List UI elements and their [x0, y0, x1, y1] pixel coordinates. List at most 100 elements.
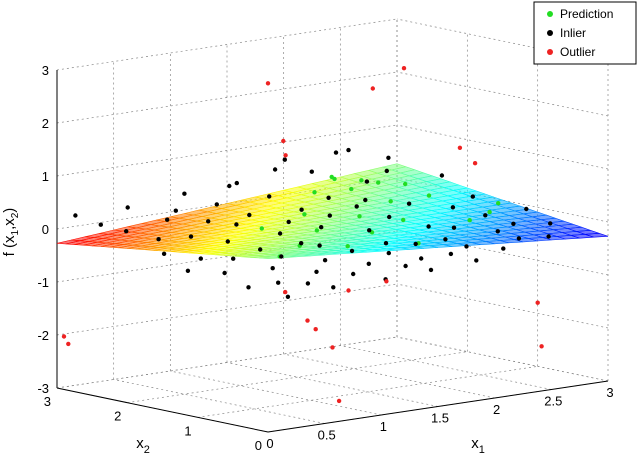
z-tick-label: 1 [42, 169, 49, 184]
outlier-point [330, 345, 335, 350]
x-tick-label: 0.5 [318, 428, 336, 443]
inlier-point [327, 213, 332, 218]
inlier-point [198, 256, 203, 261]
grid-line [56, 283, 398, 336]
inlier-point [319, 225, 324, 230]
inlier-point [364, 179, 370, 184]
inlier-point [270, 266, 275, 271]
inlier-point [182, 191, 187, 196]
prediction-point [312, 190, 317, 195]
outlier-point [265, 81, 271, 86]
outlier-point [535, 300, 540, 305]
grid-line [56, 18, 398, 71]
inlier-point [501, 246, 506, 251]
prediction-point [403, 181, 408, 187]
outlier-point [66, 341, 71, 347]
inlier-point [314, 269, 319, 274]
grid-line [396, 124, 609, 170]
grid-line [396, 177, 609, 223]
inlier-point [156, 237, 161, 242]
prediction-point [426, 193, 432, 198]
tick-labels: -3 -2 -1 0 1 2 3 0 0.5 1 1.5 2 2.5 3 0 1 2 3 [37, 63, 613, 453]
inlier-point [258, 247, 263, 252]
inlier-point [387, 214, 392, 220]
prediction-surface [56, 163, 609, 260]
inlier-point [246, 285, 251, 290]
inlier-point [403, 263, 408, 269]
z-tick-label: -2 [37, 328, 49, 343]
outlier-point [472, 161, 478, 166]
z-tick-label: -3 [37, 381, 49, 396]
legend-marker-prediction [547, 11, 553, 17]
x-tick-label: 1.5 [431, 411, 449, 426]
inlier-point [234, 180, 239, 186]
x-tick-label: 2 [493, 402, 500, 417]
inlier-point [354, 204, 359, 209]
y-tick-label: 1 [184, 423, 191, 438]
grid-line [340, 345, 552, 390]
inlier-point [419, 256, 424, 261]
inlier-point [326, 195, 331, 200]
inlier-point [125, 205, 130, 210]
grid-line [396, 71, 609, 117]
inlier-point [276, 280, 281, 285]
prediction-point [349, 186, 354, 192]
inlier-point [222, 270, 227, 276]
inlier-point [234, 222, 239, 227]
outlier-point [61, 334, 67, 339]
inlier-point [285, 294, 291, 299]
grid-line [197, 365, 538, 418]
grid-line [226, 362, 439, 407]
legend-marker-outlier [547, 49, 553, 55]
inlier-point [351, 271, 356, 277]
outlier-point [457, 145, 463, 150]
prediction-point [496, 201, 501, 206]
legend-label-prediction: Prediction [560, 7, 613, 21]
inlier-point [366, 261, 371, 266]
legend-label-outlier: Outlier [560, 45, 595, 59]
z-tick-label: 2 [42, 116, 49, 131]
y-tick-label: 3 [44, 394, 51, 409]
inlier-point [450, 205, 456, 210]
prediction-point [401, 217, 406, 223]
inlier-point [349, 248, 355, 254]
inlier-point [267, 194, 272, 199]
outlier-point [283, 153, 288, 158]
inlier-point [428, 267, 434, 273]
outlier-point [539, 344, 544, 349]
inlier-point [188, 234, 194, 239]
prediction-point [332, 176, 337, 182]
inlier-point [333, 150, 339, 155]
inlier-point [451, 225, 457, 230]
inlier-point [286, 219, 291, 225]
inlier-point [225, 239, 230, 244]
x-axis-label: x1 [471, 435, 485, 456]
prediction-point [302, 212, 307, 217]
inlier-point [383, 241, 389, 246]
inlier-point [439, 173, 445, 178]
inlier-point [161, 251, 167, 256]
prediction-point [345, 244, 350, 249]
inlier-point [299, 241, 304, 246]
inlier-point [165, 217, 170, 222]
outlier-point [346, 288, 351, 293]
grid-line [113, 379, 325, 424]
x-tick-label: 1 [380, 419, 387, 434]
inlier-point [511, 221, 516, 226]
inlier-point [363, 197, 368, 203]
prediction-point [314, 228, 320, 233]
inlier-point [516, 236, 522, 241]
inlier-point [282, 157, 287, 162]
inlier-point [98, 222, 104, 227]
legend-label-inlier: Inlier [560, 26, 586, 40]
inlier-point [426, 224, 431, 229]
inlier-point [231, 256, 236, 261]
inlier-point [483, 213, 488, 218]
z-axis-label: f (x1,x2) [1, 208, 21, 257]
grid-line [283, 353, 495, 399]
inlier-point [546, 234, 551, 239]
inlier-point [279, 254, 284, 259]
prediction-point [357, 214, 362, 219]
x-tick-label: 2.5 [544, 394, 562, 409]
